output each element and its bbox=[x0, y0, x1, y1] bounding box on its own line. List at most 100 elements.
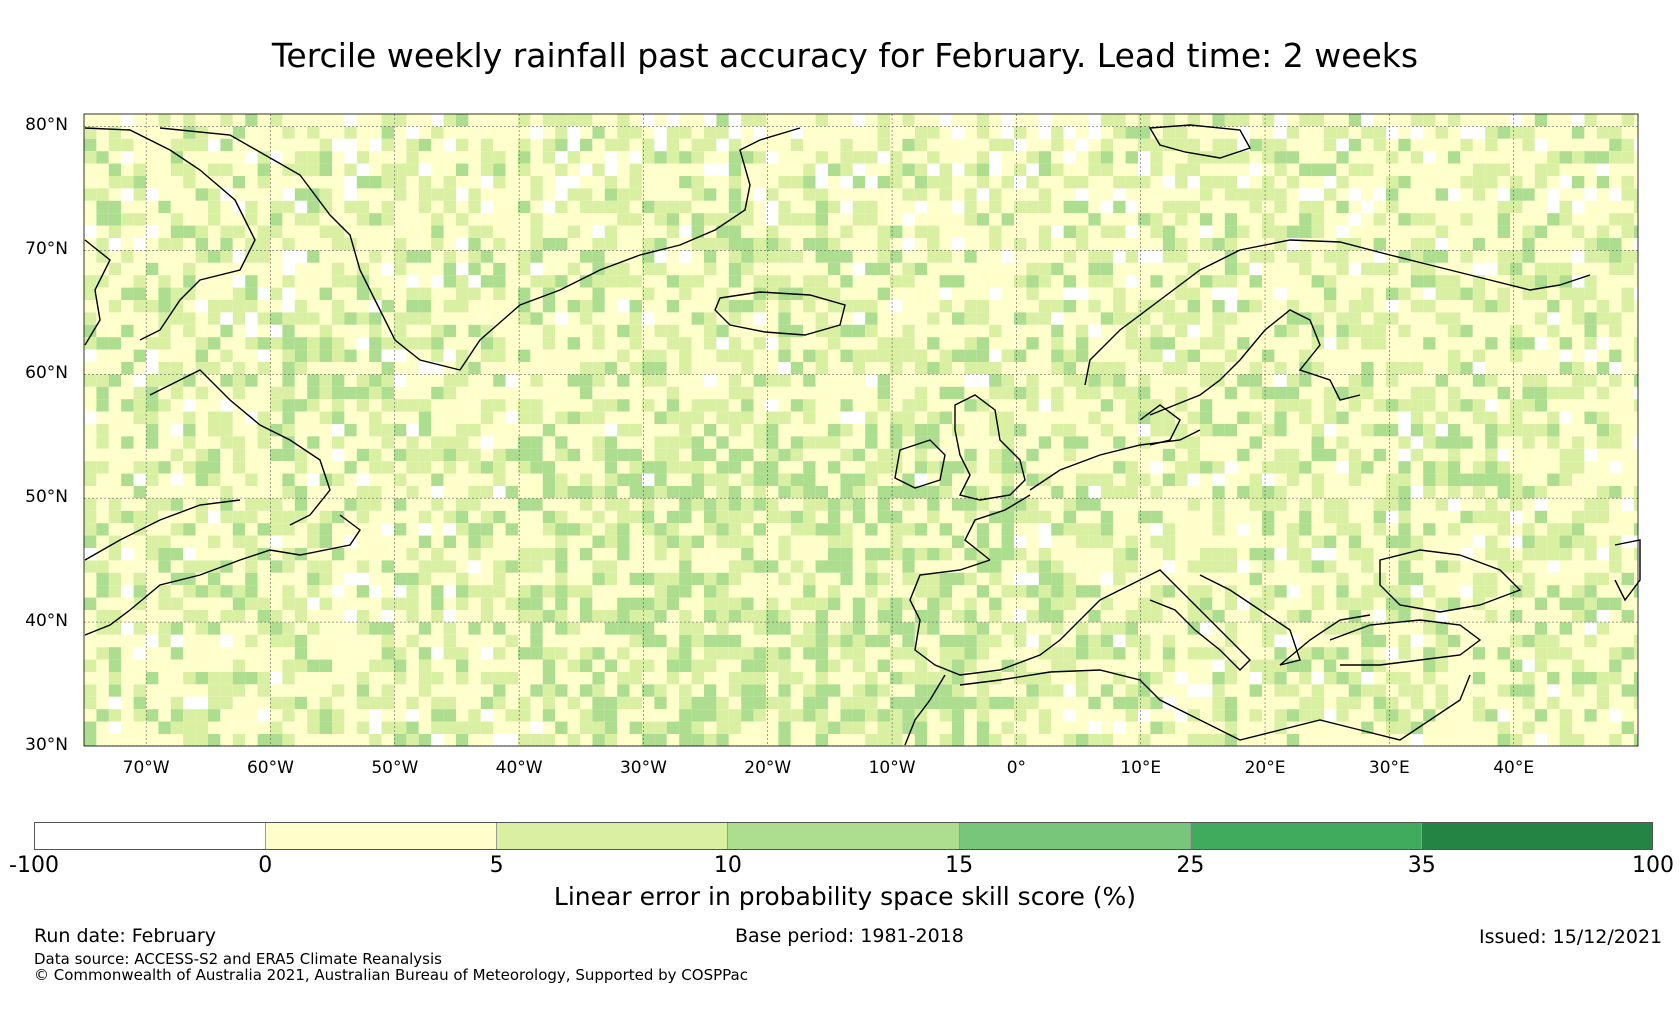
skill-cell bbox=[778, 349, 791, 362]
skill-cell bbox=[679, 486, 692, 499]
skill-cell bbox=[567, 448, 580, 462]
skill-cell bbox=[195, 250, 208, 263]
skill-cell bbox=[555, 349, 568, 362]
skill-cell bbox=[1336, 151, 1349, 164]
skill-cell bbox=[1100, 461, 1114, 474]
skill-cell bbox=[989, 572, 1002, 586]
skill-cell bbox=[456, 362, 469, 375]
skill-cell bbox=[1448, 262, 1461, 276]
skill-cell bbox=[1460, 262, 1473, 276]
skill-cell bbox=[691, 151, 704, 164]
skill-cell bbox=[1162, 523, 1176, 536]
skill-cell bbox=[1014, 138, 1027, 152]
skill-cell bbox=[1063, 436, 1076, 449]
skill-cell bbox=[840, 225, 853, 238]
skill-cell bbox=[319, 349, 332, 362]
skill-cell bbox=[617, 114, 630, 127]
skill-cell bbox=[890, 312, 903, 325]
skill-cell bbox=[406, 126, 419, 139]
skill-cell bbox=[1410, 151, 1424, 164]
skill-cell bbox=[1361, 436, 1374, 449]
skill-cell bbox=[1212, 486, 1225, 499]
skill-cell bbox=[480, 151, 494, 164]
skill-cell bbox=[1497, 448, 1510, 462]
skill-cell bbox=[493, 510, 506, 524]
skill-cell bbox=[1001, 337, 1014, 350]
skill-cell bbox=[1237, 300, 1250, 313]
skill-cell bbox=[1249, 138, 1262, 152]
skill-cell bbox=[666, 399, 680, 412]
skill-cell bbox=[1237, 200, 1250, 214]
skill-cell bbox=[753, 151, 766, 164]
skill-cell bbox=[1336, 486, 1349, 499]
skill-cell bbox=[1038, 362, 1052, 375]
skill-cell bbox=[1423, 510, 1436, 524]
skill-cell bbox=[1274, 188, 1287, 201]
skill-cell bbox=[1621, 238, 1634, 251]
skill-cell bbox=[989, 312, 1002, 325]
skill-cell bbox=[146, 473, 159, 486]
skill-cell bbox=[1634, 275, 1638, 288]
skill-cell bbox=[84, 126, 97, 139]
skill-cell bbox=[604, 262, 618, 276]
skill-cell bbox=[394, 349, 407, 362]
skill-cell bbox=[1410, 176, 1424, 189]
skill-cell bbox=[642, 448, 655, 462]
skill-cell bbox=[108, 126, 122, 139]
skill-cell bbox=[666, 362, 680, 375]
skill-cell bbox=[294, 386, 308, 400]
skill-cell bbox=[1435, 572, 1448, 586]
skill-cell bbox=[1423, 238, 1436, 251]
skill-cell bbox=[1572, 436, 1585, 449]
skill-cell bbox=[1100, 535, 1114, 548]
skill-cell bbox=[629, 448, 642, 462]
skill-cell bbox=[865, 498, 878, 511]
skill-cell bbox=[443, 126, 456, 139]
skill-cell bbox=[1547, 287, 1560, 300]
skill-cell bbox=[790, 300, 804, 313]
skill-cell bbox=[542, 238, 556, 251]
skill-cell bbox=[617, 213, 630, 226]
skill-cell bbox=[629, 114, 642, 127]
skill-cell bbox=[803, 386, 816, 400]
skill-cell bbox=[642, 213, 655, 226]
skill-cell bbox=[1460, 362, 1473, 375]
skill-cell bbox=[828, 126, 841, 139]
skill-cell bbox=[617, 572, 630, 586]
skill-cell bbox=[195, 386, 208, 400]
skill-cell bbox=[1448, 225, 1461, 238]
skill-cell bbox=[257, 436, 270, 449]
skill-cell bbox=[1138, 250, 1151, 263]
skill-cell bbox=[1014, 523, 1027, 536]
skill-cell bbox=[518, 114, 531, 127]
skill-cell bbox=[877, 312, 890, 325]
skill-cell bbox=[1175, 572, 1188, 586]
skill-cell bbox=[96, 424, 109, 437]
skill-cell bbox=[567, 597, 580, 610]
skill-cell bbox=[1138, 399, 1151, 412]
skill-cell bbox=[294, 486, 308, 499]
skill-cell bbox=[319, 312, 332, 325]
skill-cell bbox=[456, 287, 469, 300]
skill-cell bbox=[1386, 399, 1399, 412]
skill-cell bbox=[232, 572, 246, 586]
skill-cell bbox=[344, 200, 357, 214]
skill-cell bbox=[1410, 510, 1424, 524]
skill-cell bbox=[989, 151, 1002, 164]
skill-cell bbox=[1336, 498, 1349, 511]
skill-cell bbox=[1497, 523, 1510, 536]
skill-cell bbox=[890, 424, 903, 437]
skill-cell bbox=[852, 585, 866, 598]
skill-cell bbox=[555, 362, 568, 375]
skill-cell bbox=[604, 163, 618, 176]
skill-cell bbox=[989, 324, 1002, 338]
skill-cell bbox=[468, 188, 481, 201]
skill-cell bbox=[493, 473, 506, 486]
skill-cell bbox=[208, 188, 221, 201]
skill-cell bbox=[518, 225, 531, 238]
skill-cell bbox=[1609, 275, 1622, 288]
skill-cell bbox=[1187, 312, 1200, 325]
skill-cell bbox=[1510, 312, 1523, 325]
skill-cell bbox=[232, 126, 246, 139]
skill-cell bbox=[1522, 535, 1535, 548]
